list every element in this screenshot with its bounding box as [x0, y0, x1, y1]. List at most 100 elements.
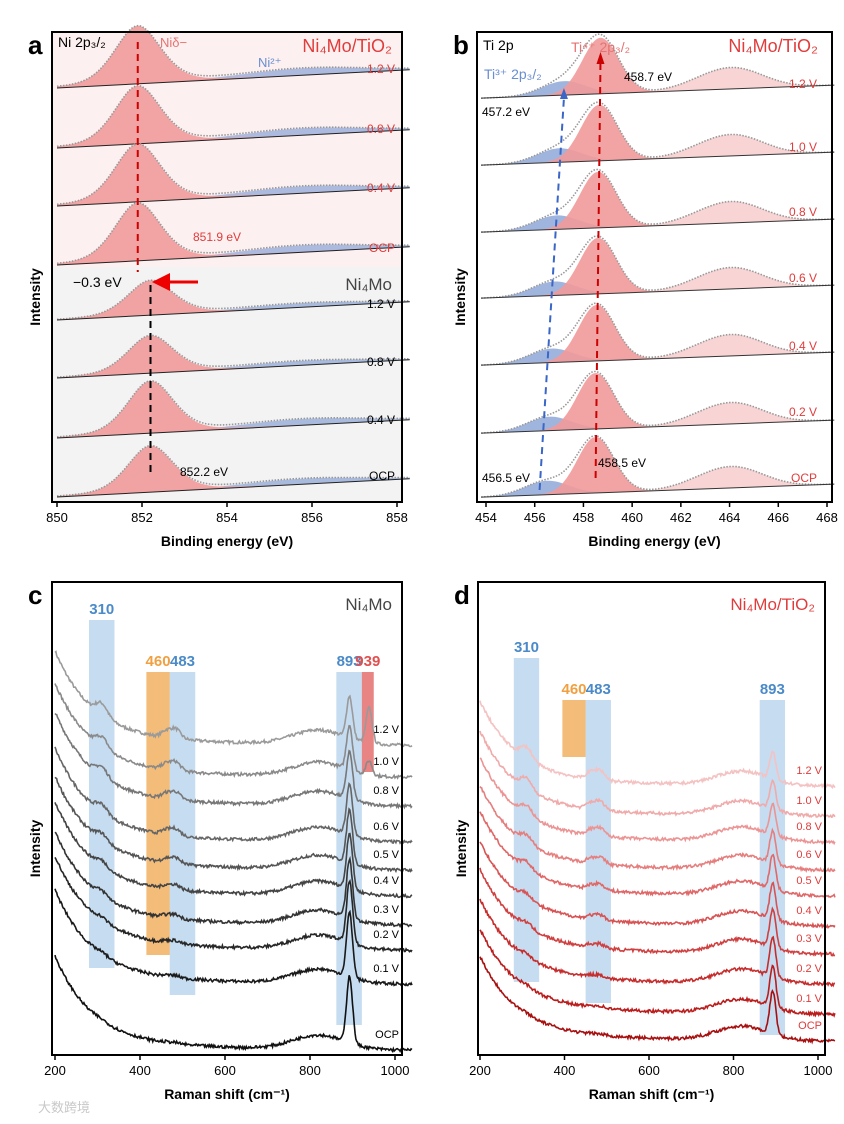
ni2-label: Ni²⁺ — [258, 55, 281, 70]
trace-label: 0.8 V — [789, 205, 817, 219]
trace-label: 1.2 V — [789, 77, 817, 91]
raman-spectrum — [479, 730, 836, 819]
xps-data-points — [56, 201, 410, 265]
trace-label: OCP — [369, 469, 395, 483]
trace-label: 0.4 V — [796, 905, 822, 917]
y-axis-label: Intensity — [453, 820, 469, 878]
trace-label: 0.6 V — [789, 271, 817, 285]
band-label: 310 — [89, 601, 114, 618]
panel-label: d — [454, 580, 470, 610]
sample-label: Ni₄Mo/TiO₂ — [728, 36, 818, 56]
x-tick-label: 800 — [723, 1063, 745, 1078]
raman-spectrum — [479, 700, 836, 789]
trace-label: 1.0 V — [373, 756, 399, 768]
trace-label: 0.1 V — [796, 993, 822, 1005]
raman-spectrum — [479, 811, 836, 899]
x-tick-label: 456 — [524, 510, 546, 525]
xps-data-points — [56, 24, 410, 88]
ti4-component-fill — [481, 104, 835, 166]
background-line — [56, 246, 410, 266]
ti-2p1-component-fill — [481, 267, 835, 299]
background-line — [56, 419, 410, 439]
raman-spectrum — [54, 683, 413, 780]
x-tick-label: 400 — [554, 1063, 576, 1078]
trace-label: 0.5 V — [373, 849, 399, 861]
ni-delta-component-fill — [57, 143, 410, 206]
x-tick-label: 200 — [469, 1063, 491, 1078]
trace-label: 1.2 V — [796, 765, 822, 777]
raman-spectrum — [479, 757, 836, 846]
trace-label: 0.8 V — [367, 355, 395, 369]
plot-frame — [476, 31, 833, 503]
plot-frame — [477, 581, 826, 1056]
raman-spectrum — [479, 786, 836, 873]
raman-band-highlight — [361, 672, 374, 772]
arrow-up-icon — [559, 88, 568, 99]
sample-label: Ni₄Mo/TiO₂ — [730, 595, 815, 614]
trace-label: OCP — [791, 471, 817, 485]
raman-spectrum — [54, 776, 413, 874]
ti4-component-fill — [481, 237, 835, 299]
xps-data-points — [56, 379, 410, 438]
arrow-up-icon — [596, 52, 605, 64]
background-line — [56, 478, 410, 498]
band-label: 893 — [337, 653, 362, 670]
x-tick-label: 454 — [475, 510, 497, 525]
x-tick-label: 800 — [299, 1063, 321, 1078]
trace-label: OCP — [375, 1029, 399, 1041]
background-line — [481, 419, 835, 434]
xps-data-points — [56, 279, 410, 321]
shift-arrow-icon — [152, 273, 170, 291]
background-line — [481, 84, 835, 99]
raman-spectrum — [479, 841, 836, 929]
ti4-shift-guide — [594, 61, 602, 479]
ti4-component-fill — [481, 373, 835, 434]
ti3-label: Ti³⁺ 2p₃/₂ — [484, 66, 542, 82]
x-tick-label: 854 — [216, 510, 238, 525]
panel-label: c — [28, 580, 42, 610]
trace-label: 0.4 V — [367, 413, 395, 427]
ni-delta-label: Niδ− — [160, 35, 187, 50]
trace-label: 1.2 V — [367, 62, 395, 76]
background-line — [481, 483, 835, 498]
band-label: 460 — [146, 653, 171, 670]
energy-annotation: 852.2 eV — [180, 465, 228, 479]
background-line — [481, 218, 835, 233]
x-tick-label: 466 — [767, 510, 789, 525]
background-line — [56, 359, 410, 379]
ni-delta-component-fill — [57, 280, 410, 320]
bottom-group-background — [52, 267, 402, 502]
band-label: 460 — [561, 681, 586, 698]
xps-data-points — [481, 302, 834, 366]
raman-band-highlight — [513, 658, 540, 982]
raman-band-highlight — [89, 620, 115, 968]
trace-label: 1.2 V — [367, 297, 395, 311]
xps-data-points — [56, 84, 410, 148]
raman-spectrum — [54, 888, 413, 987]
trace-label: 1.0 V — [789, 140, 817, 154]
raman-spectrum — [54, 650, 413, 748]
band-label: 939 — [355, 653, 380, 670]
trace-label: 1.2 V — [373, 724, 399, 736]
x-tick-label: 1000 — [381, 1063, 410, 1078]
x-tick-label: 856 — [301, 510, 323, 525]
trace-label: 0.3 V — [373, 904, 399, 916]
xps-data-points — [481, 235, 834, 299]
x-tick-label: 464 — [719, 510, 741, 525]
band-label: 483 — [586, 681, 611, 698]
raman-spectrum — [479, 898, 836, 988]
ni-delta-component-fill — [57, 381, 410, 438]
trace-label: 0.4 V — [789, 339, 817, 353]
background-line — [56, 301, 410, 321]
background-line — [56, 129, 410, 149]
xps-data-points — [56, 142, 410, 206]
x-tick-label: 850 — [46, 510, 68, 525]
raman-spectrum — [54, 831, 413, 929]
x-tick-label: 1000 — [804, 1063, 833, 1078]
x-tick-label: 460 — [621, 510, 643, 525]
ti-2p1-component-fill — [481, 402, 835, 434]
raman-spectrum — [54, 712, 413, 810]
plot-frame — [51, 581, 403, 1056]
band-label: 310 — [514, 639, 539, 656]
energy-annotation: 457.2 eV — [482, 105, 530, 119]
